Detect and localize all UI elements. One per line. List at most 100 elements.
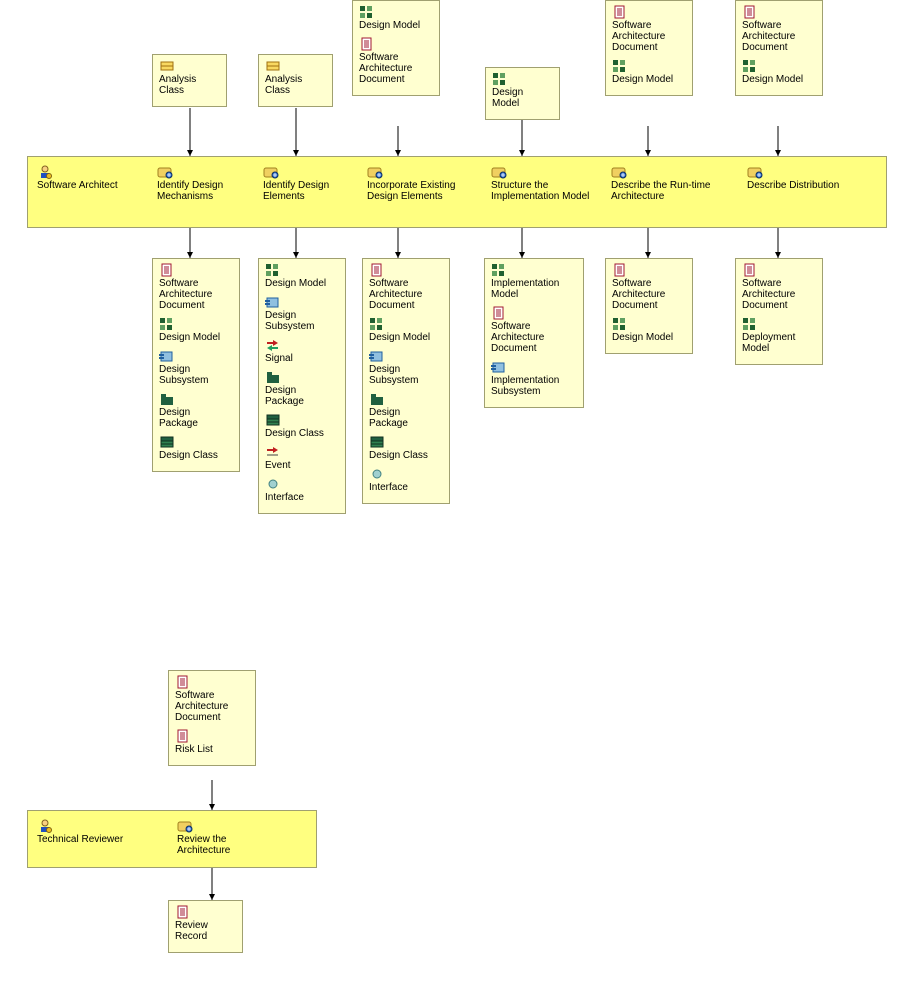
actor-icon	[37, 819, 53, 833]
artifact-label: Software Architecture Document	[612, 278, 682, 311]
artifact-box: Software Architecture Document Design Mo…	[735, 0, 823, 96]
package-icon	[265, 370, 281, 384]
dclass-icon	[265, 413, 281, 427]
artifact-label: Software Architecture Document	[369, 278, 439, 311]
interface-icon	[369, 467, 385, 481]
artifact-item: Design Subsystem	[265, 295, 339, 332]
artifact-item: Software Architecture Document	[491, 306, 577, 354]
artifact-label: Event	[265, 460, 291, 471]
artifact-item: Design Model	[265, 263, 339, 289]
lane-cell-label: Incorporate Existing Design Elements	[367, 180, 467, 202]
artifact-label: Design Class	[265, 428, 324, 439]
artifact-label: Review Record	[175, 920, 236, 942]
doc-icon	[369, 263, 385, 277]
artifact-item: Design Class	[159, 435, 233, 461]
artifact-item: Software Architecture Document	[742, 263, 816, 311]
artifact-label: Interface	[369, 482, 408, 493]
activity-icon	[177, 819, 193, 833]
architect-lane: Software Architect Identify Design Mecha…	[27, 156, 887, 228]
artifact-item: Design Class	[265, 413, 339, 439]
artifact-item: Design Subsystem	[159, 349, 233, 386]
artifact-item: Design Model	[612, 59, 686, 85]
artifact-label: Design Model	[612, 332, 673, 343]
artifact-item: Design Model	[369, 317, 443, 343]
lane-cell-label: Describe Distribution	[747, 180, 839, 191]
artifact-item: Software Architecture Document	[369, 263, 443, 311]
activity-cell: Describe the Run-time Architecture	[611, 165, 711, 202]
artifact-item: Design Class	[369, 435, 443, 461]
lane-cell-label: Describe the Run-time Architecture	[611, 180, 711, 202]
artifact-item: Signal	[265, 338, 339, 364]
artifact-label: Analysis Class	[159, 74, 220, 96]
model-icon	[612, 59, 628, 73]
reviewer-lane: Technical Reviewer Review the Architectu…	[27, 810, 317, 868]
interface-icon	[265, 477, 281, 491]
artifact-item: Review Record	[175, 905, 236, 942]
artifact-box: Design Model Software Architecture Docum…	[352, 0, 440, 96]
artifact-box: Design Model	[485, 67, 560, 120]
subsystem-icon	[369, 349, 385, 363]
artifact-box: Analysis Class	[152, 54, 227, 107]
package-icon	[159, 392, 175, 406]
artifact-item: Risk List	[175, 729, 249, 755]
activity-icon	[491, 165, 507, 179]
model-icon	[492, 72, 508, 86]
artifact-box: Review Record	[168, 900, 243, 953]
activity-cell: Identify Design Mechanisms	[157, 165, 257, 202]
artifact-item: Design Model	[612, 317, 686, 343]
doc-icon	[742, 263, 758, 277]
artifact-label: Implementation Model	[491, 278, 561, 300]
artifact-label: Analysis Class	[265, 74, 326, 96]
artifact-label: Design Model	[492, 87, 553, 109]
artifact-box: Implementation Model Software Architectu…	[484, 258, 584, 408]
subsystem-icon	[265, 295, 281, 309]
artifact-label: Design Package	[159, 407, 229, 429]
doc-icon	[175, 675, 191, 689]
doc-icon	[175, 729, 191, 743]
event-icon	[265, 445, 281, 459]
artifact-label: Software Architecture Document	[612, 20, 682, 53]
artifact-box: Software Architecture Document Design Mo…	[362, 258, 450, 504]
artifact-item: Implementation Model	[491, 263, 577, 300]
activity-cell: Identify Design Elements	[263, 165, 363, 202]
model-icon	[369, 317, 385, 331]
subsystem-icon	[491, 360, 507, 374]
artifact-label: Design Class	[159, 450, 218, 461]
artifact-box: Software Architecture Document Design Mo…	[605, 258, 693, 354]
model-icon	[742, 59, 758, 73]
model-icon	[742, 317, 758, 331]
artifact-item: Design Package	[369, 392, 443, 429]
model-icon	[491, 263, 507, 277]
artifact-label: Design Model	[369, 332, 430, 343]
activity-icon	[263, 165, 279, 179]
role-cell: Technical Reviewer	[37, 819, 123, 845]
artifact-label: Risk List	[175, 744, 213, 755]
artifact-item: Analysis Class	[265, 59, 326, 96]
artifact-label: Design Model	[265, 278, 326, 289]
doc-icon	[159, 263, 175, 277]
artifact-item: Event	[265, 445, 339, 471]
activity-icon	[367, 165, 383, 179]
subsystem-icon	[159, 349, 175, 363]
lane-cell-label: Software Architect	[37, 180, 118, 191]
artifact-item: Deployment Model	[742, 317, 816, 354]
artifact-label: Software Architecture Document	[175, 690, 245, 723]
lane-cell-label: Identify Design Mechanisms	[157, 180, 257, 202]
signal-icon	[265, 338, 281, 352]
doc-icon	[359, 37, 375, 51]
activity-cell: Describe Distribution	[747, 165, 839, 191]
artifact-item: Software Architecture Document	[742, 5, 816, 53]
artifact-item: Analysis Class	[159, 59, 220, 96]
artifact-item: Design Package	[265, 370, 339, 407]
lane-cell-label: Structure the Implementation Model	[491, 180, 591, 202]
artifact-box: Software Architecture Document Risk List	[168, 670, 256, 766]
artifact-label: Deployment Model	[742, 332, 812, 354]
artifact-box: Design Model Design Subsystem Signal Des…	[258, 258, 346, 514]
artifact-label: Design Model	[742, 74, 803, 85]
artifact-item: Software Architecture Document	[612, 5, 686, 53]
artifact-item: Design Subsystem	[369, 349, 443, 386]
artifact-label: Design Package	[265, 385, 335, 407]
model-icon	[612, 317, 628, 331]
artifact-item: Interface	[369, 467, 443, 493]
artifact-label: Design Model	[359, 20, 420, 31]
